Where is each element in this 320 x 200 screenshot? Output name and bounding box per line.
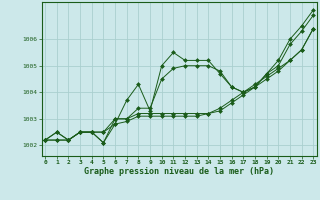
X-axis label: Graphe pression niveau de la mer (hPa): Graphe pression niveau de la mer (hPa): [84, 167, 274, 176]
